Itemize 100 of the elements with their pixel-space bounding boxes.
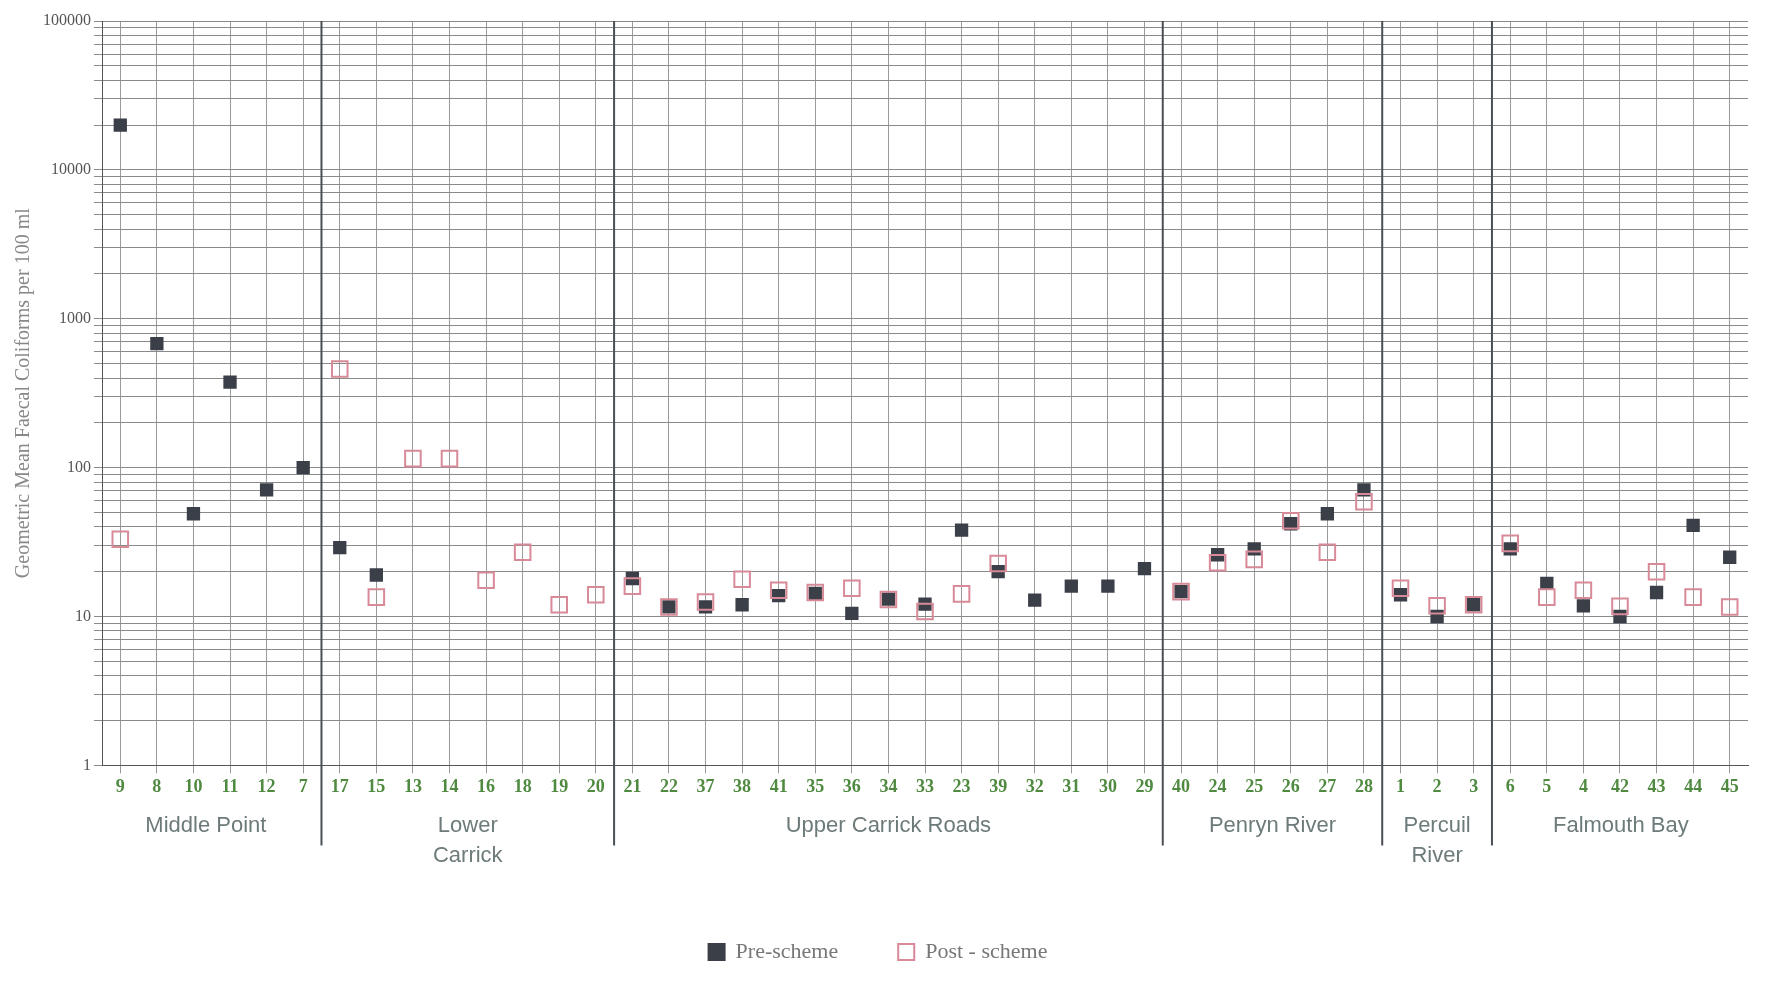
x-tick-label: 23 bbox=[952, 775, 971, 796]
point bbox=[843, 579, 861, 597]
point bbox=[696, 593, 715, 611]
point bbox=[186, 507, 201, 521]
legend-label: Pre-scheme bbox=[735, 937, 839, 963]
point bbox=[440, 449, 459, 468]
point bbox=[1355, 492, 1373, 511]
x-tick-label: 13 bbox=[403, 775, 422, 796]
point bbox=[150, 337, 164, 351]
text: Lower Carrick bbox=[432, 812, 504, 868]
x-tick-label: 21 bbox=[623, 775, 642, 796]
x-tick-label: 38 bbox=[733, 775, 752, 796]
point bbox=[1686, 518, 1700, 532]
point bbox=[477, 571, 495, 590]
y-tick-label: 1 bbox=[83, 755, 91, 773]
x-tick-label: 12 bbox=[257, 775, 276, 796]
x-tick-label: 41 bbox=[769, 775, 788, 796]
point bbox=[550, 595, 568, 614]
x-tick-label: 30 bbox=[1098, 775, 1117, 796]
x-tick-label: 28 bbox=[1354, 775, 1373, 796]
point bbox=[1028, 593, 1042, 607]
x-tick-label: 43 bbox=[1647, 775, 1666, 796]
point bbox=[1208, 553, 1227, 572]
y-tick-label: 100000 bbox=[43, 11, 91, 29]
point bbox=[952, 585, 971, 603]
point bbox=[404, 449, 422, 468]
x-tick-label: 27 bbox=[1318, 775, 1337, 796]
x-tick-label: 14 bbox=[440, 775, 459, 796]
x-tick-label: 2 bbox=[1432, 775, 1442, 796]
x-tick-label: 40 bbox=[1172, 775, 1191, 796]
x-tick-label: 33 bbox=[916, 775, 934, 796]
x-tick-label: 20 bbox=[586, 775, 605, 796]
point bbox=[1318, 543, 1337, 562]
x-tick-label: 9 bbox=[115, 775, 125, 796]
text: Percuil River bbox=[1403, 812, 1471, 868]
point bbox=[330, 360, 349, 378]
point bbox=[259, 483, 274, 497]
point bbox=[1574, 581, 1593, 600]
text: Upper Carrick Roads bbox=[785, 812, 992, 838]
point bbox=[369, 568, 383, 582]
legend-label: Post - scheme bbox=[925, 937, 1048, 963]
x-tick-label: 26 bbox=[1281, 775, 1300, 796]
point bbox=[1720, 598, 1739, 616]
point bbox=[735, 598, 749, 612]
point bbox=[845, 606, 859, 621]
point bbox=[333, 541, 347, 555]
text: Falmouth Bay bbox=[1552, 812, 1689, 838]
x-tick-label: 22 bbox=[659, 775, 678, 796]
point bbox=[1428, 597, 1446, 615]
point bbox=[769, 581, 788, 600]
point bbox=[1245, 550, 1263, 569]
y-axis-title: Geometric Mean Faecal Coliforms per 100 ml bbox=[11, 207, 35, 579]
point bbox=[989, 554, 1007, 573]
point bbox=[1576, 599, 1591, 613]
x-tick-label: 19 bbox=[550, 775, 569, 796]
point bbox=[1282, 511, 1300, 530]
y-tick-label: 100 bbox=[67, 457, 91, 475]
point bbox=[1101, 579, 1115, 593]
x-tick-label: 3 bbox=[1469, 775, 1479, 796]
x-tick-label: 18 bbox=[513, 775, 532, 796]
point bbox=[296, 460, 310, 475]
point bbox=[367, 588, 386, 606]
x-tick-label: 32 bbox=[1025, 775, 1044, 796]
x-tick-label: 11 bbox=[221, 775, 239, 796]
point bbox=[111, 530, 130, 549]
x-tick-label: 24 bbox=[1208, 775, 1227, 796]
x-tick-label: 36 bbox=[842, 775, 861, 796]
x-tick-label: 31 bbox=[1062, 775, 1081, 796]
point bbox=[513, 543, 532, 562]
x-tick-label: 1 bbox=[1396, 775, 1406, 796]
point bbox=[1064, 579, 1078, 593]
point bbox=[587, 585, 605, 604]
point bbox=[1723, 550, 1737, 564]
point bbox=[733, 570, 751, 589]
point bbox=[954, 523, 969, 537]
x-tick-label: 6 bbox=[1505, 775, 1515, 796]
point bbox=[1320, 507, 1335, 521]
point bbox=[223, 375, 237, 389]
x-tick-label: 7 bbox=[298, 775, 308, 796]
x-tick-label: 29 bbox=[1135, 775, 1154, 796]
x-tick-label: 5 bbox=[1542, 775, 1552, 796]
x-tick-label: 35 bbox=[806, 775, 825, 796]
point bbox=[1137, 561, 1152, 576]
x-tick-label: 8 bbox=[152, 775, 162, 796]
point bbox=[1684, 588, 1702, 606]
x-tick-label: 4 bbox=[1578, 775, 1588, 796]
y-tick-label: 10 bbox=[75, 606, 91, 624]
point bbox=[113, 118, 127, 132]
text: Penryn River bbox=[1208, 812, 1337, 838]
x-tick-label: 10 bbox=[184, 775, 203, 796]
x-tick-label: 17 bbox=[330, 775, 349, 796]
y-tick-label: 10000 bbox=[51, 160, 91, 178]
x-tick-label: 34 bbox=[879, 775, 898, 796]
x-tick-label: 42 bbox=[1610, 775, 1629, 796]
x-tick-label: 16 bbox=[477, 775, 496, 796]
point bbox=[1647, 562, 1666, 581]
point bbox=[623, 577, 642, 595]
point bbox=[1611, 597, 1629, 616]
x-tick-label: 39 bbox=[989, 775, 1008, 796]
x-tick-label: 37 bbox=[696, 775, 715, 796]
